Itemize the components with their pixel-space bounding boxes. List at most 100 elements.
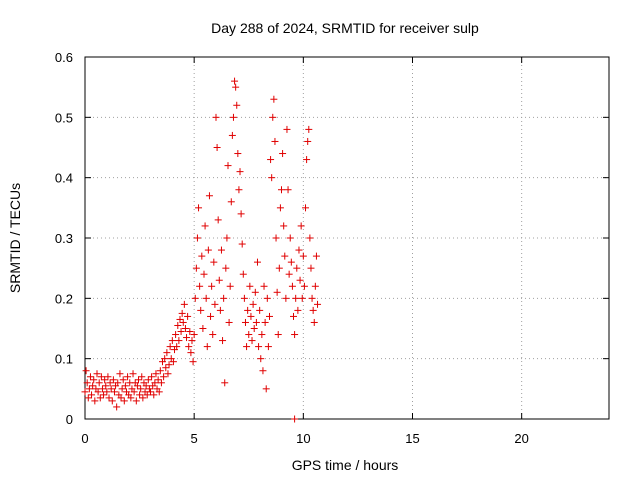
x-tick-label: 15 [405,431,419,446]
data-point [216,306,224,314]
data-point [144,376,152,384]
data-point [204,246,212,254]
data-point [81,388,89,396]
data-point [121,382,129,390]
data-point [192,264,200,272]
data-point [235,186,243,194]
data-point [161,355,169,363]
data-point [138,373,146,381]
x-tick-label: 0 [81,431,88,446]
y-tick-label: 0.5 [55,110,73,125]
data-point [164,370,172,378]
data-point [310,318,318,326]
data-point [286,234,294,242]
x-tick-label: 20 [514,431,528,446]
data-point [224,162,232,170]
data-point [156,367,164,375]
chart-title: Day 288 of 2024, SRMTID for receiver sul… [211,20,479,36]
data-point [267,156,275,164]
data-point [93,370,101,378]
data-point [91,397,99,405]
data-point [270,95,278,103]
data-point [97,373,105,381]
data-point [223,234,231,242]
data-point [303,156,311,164]
data-point [248,337,256,345]
data-point [113,403,121,411]
data-point [163,349,171,357]
data-point [287,258,295,266]
x-tick-label: 10 [296,431,310,446]
data-point [160,373,168,381]
data-point [275,264,283,272]
y-tick-label: 0.1 [55,352,73,367]
data-point [249,300,257,308]
data-point [241,318,249,326]
data-point [309,306,317,314]
data-point [102,382,110,390]
data-point [185,343,193,351]
data-point [227,198,235,206]
data-point [104,373,112,381]
data-point [240,294,248,302]
data-point [295,246,303,254]
data-point [96,394,104,402]
data-point [217,246,225,254]
data-point [203,343,211,351]
data-point [201,222,209,230]
data-point [210,258,218,266]
y-tick-label: 0.6 [55,50,73,65]
data-point [302,204,310,212]
data-point [250,325,258,332]
data-point [88,391,96,399]
data-point [107,385,115,393]
data-point [195,204,203,212]
data-point [130,388,138,396]
data-point [147,388,154,396]
data-point [142,382,150,390]
data-point [95,379,103,387]
data-point [200,270,208,278]
data-point [105,394,113,402]
data-point [298,294,306,302]
data-point [268,174,276,182]
data-point [94,388,102,396]
data-point [299,252,307,260]
data-point [188,337,196,345]
data-point [197,306,205,314]
data-point [117,394,125,402]
tick-labels: 0 0.1 0.2 0.3 0.4 0.5 0.6 0 5 10 15 20 [55,50,529,446]
data-point [150,391,158,399]
data-point [209,331,217,339]
data-point [129,370,137,378]
data-point [154,376,162,384]
data-point [304,137,312,145]
data-point [162,364,170,372]
data-point [265,312,273,320]
data-point [213,144,221,151]
data-point [148,373,156,381]
data-point [211,300,219,308]
data-point [292,294,300,302]
data-point [172,331,180,339]
data-point [175,337,183,345]
axis-ticks [84,56,609,420]
data-point [220,294,228,302]
data-point [232,83,240,91]
data-point [308,294,316,302]
data-point [279,150,287,158]
data-point [231,77,239,85]
data-point [271,137,279,145]
data-point [176,315,184,323]
data-point [177,328,185,336]
data-point [273,288,281,296]
data-point [103,388,111,396]
data-point [258,331,266,339]
data-point [244,306,252,314]
data-point [205,192,213,200]
data-point [306,234,314,242]
data-point [132,397,140,405]
y-tick-label: 0.3 [55,231,73,246]
data-point [305,125,313,133]
data-point [300,282,308,290]
